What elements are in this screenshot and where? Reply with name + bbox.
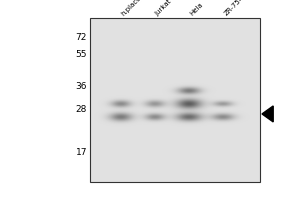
Text: h.placenta: h.placenta <box>121 0 151 17</box>
Text: 55: 55 <box>76 50 87 59</box>
Text: 72: 72 <box>76 33 87 42</box>
Text: ZR-75-1: ZR-75-1 <box>223 0 247 17</box>
Text: 17: 17 <box>76 148 87 157</box>
Bar <box>90 18 260 182</box>
Text: Hela: Hela <box>189 2 204 17</box>
Text: Jurkat: Jurkat <box>154 0 173 17</box>
Polygon shape <box>262 106 273 122</box>
Text: 36: 36 <box>76 82 87 91</box>
Text: 28: 28 <box>76 105 87 114</box>
